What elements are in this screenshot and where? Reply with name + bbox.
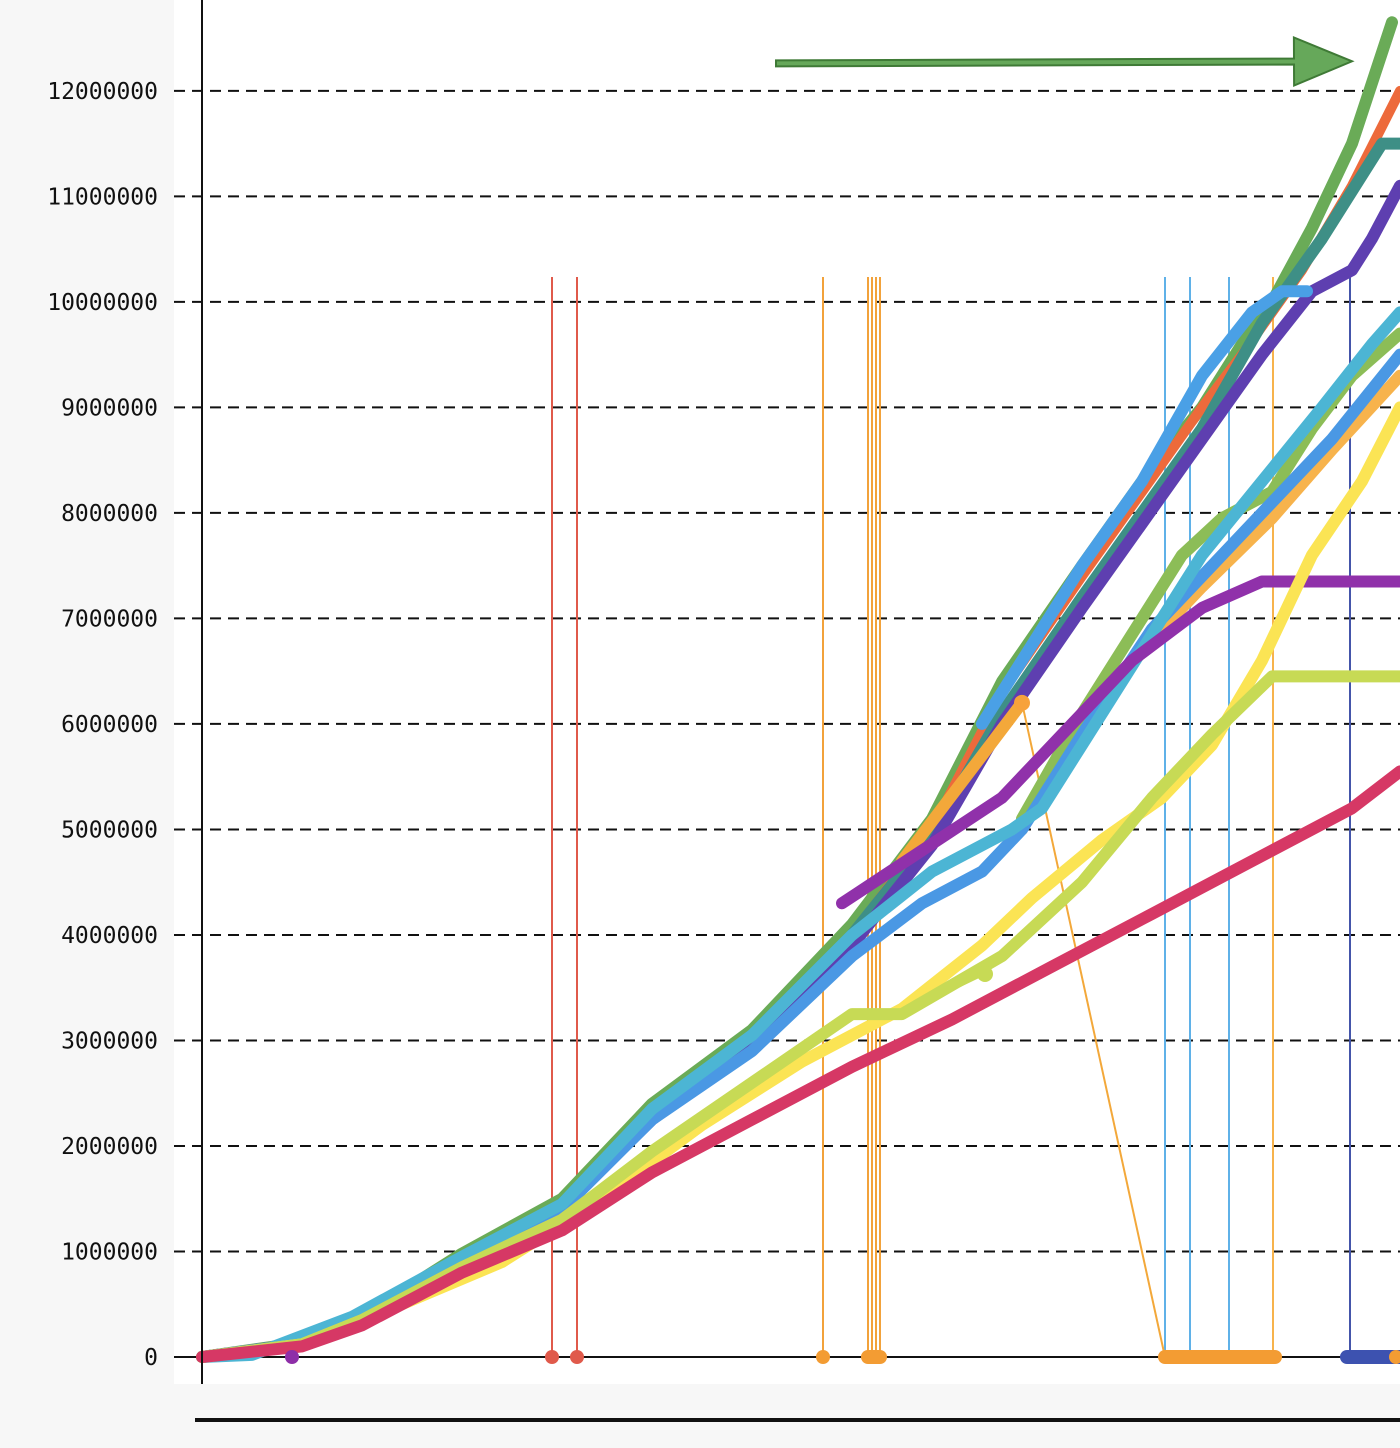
y-tick-label: 0 (144, 1345, 158, 1371)
y-tick-label: 8000000 (61, 501, 158, 527)
y-tick-label: 2000000 (61, 1134, 158, 1160)
series-line (836, 575, 1400, 910)
zero-point (570, 1350, 584, 1364)
arrow-shape (775, 36, 1355, 87)
y-tick-label: 4000000 (61, 923, 158, 949)
series-line (196, 306, 1400, 1363)
y-tick-label: 12000000 (47, 79, 158, 105)
y-tick-label: 5000000 (61, 817, 158, 843)
y-tick-label: 3000000 (61, 1028, 158, 1054)
y-tick-label: 7000000 (61, 606, 158, 632)
plot-background (174, 0, 1400, 1384)
zero-point (545, 1350, 559, 1364)
grid-lines (174, 89, 1400, 1358)
y-tick-label: 11000000 (47, 184, 158, 210)
zero-point (1389, 1350, 1400, 1364)
data-point (1014, 694, 1030, 711)
series-line (976, 285, 1313, 730)
series-lines (196, 16, 1400, 1363)
y-tick-label: 10000000 (47, 290, 158, 316)
annotation-arrow (775, 36, 1355, 87)
data-point (977, 965, 993, 982)
series-line (896, 696, 1028, 868)
y-tick-label: 1000000 (61, 1239, 158, 1265)
series-line (196, 765, 1400, 1363)
zero-point (816, 1350, 830, 1364)
y-axis-tick-labels: 0 1000000 2000000 3000000 4000000 5000000 6000… (47, 79, 158, 1371)
y-tick-label: 9000000 (61, 395, 158, 421)
zero-point (285, 1350, 299, 1364)
y-tick-label: 6000000 (61, 712, 158, 738)
point-markers (285, 694, 1400, 1364)
